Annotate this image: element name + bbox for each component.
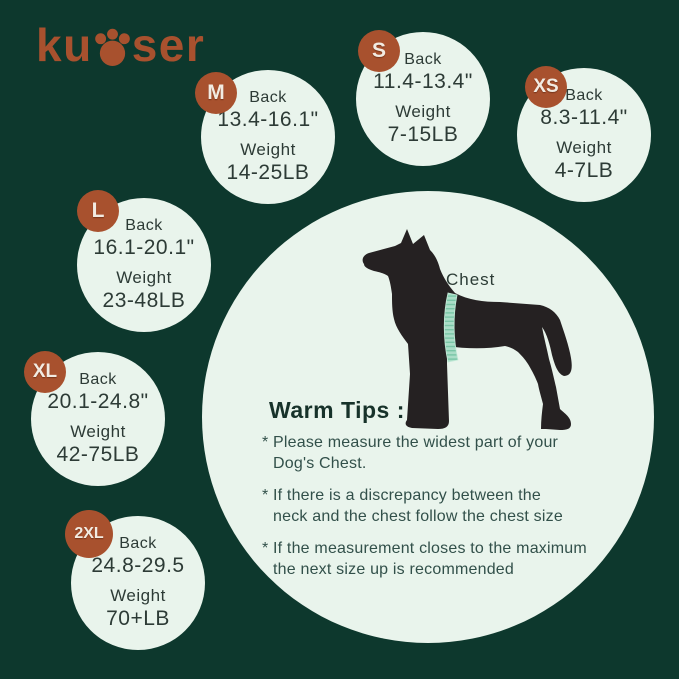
back-range: 16.1-20.1" (93, 236, 195, 259)
weight-range: 23-48LB (102, 289, 186, 312)
size-badge-xs: XS (525, 66, 567, 108)
back-label: Back (125, 217, 163, 234)
weight-range: 42-75LB (56, 443, 140, 466)
weight-label: Weight (395, 102, 451, 121)
back-range: 24.8-29.5 (91, 554, 185, 577)
weight-label: Weight (70, 422, 126, 441)
tip-text: If the measurement closes to the maximum… (273, 539, 587, 578)
tip-text: Please measure the widest part of your D… (273, 434, 559, 472)
tip-item: * If there is a discrepancy between the … (262, 486, 602, 528)
chest-annotation: Chest (446, 270, 496, 289)
size-circle-m: M Back 13.4-16.1" Weight 14-25LB (195, 70, 335, 204)
back-label: Back (404, 51, 442, 68)
weight-range: 70+LB (106, 607, 170, 630)
back-range: 8.3-11.4" (540, 106, 628, 129)
weight-range: 7-15LB (387, 123, 459, 146)
size-circle-l: L Back 16.1-20.1" Weight 23-48LB (77, 190, 211, 332)
tip-text: If there is a discrepancy between the ne… (273, 486, 563, 525)
size-badge-xl: XL (24, 351, 66, 393)
tip-item: * Please measure the widest part of your… (262, 433, 602, 475)
tip-asterisk: * (262, 486, 269, 504)
back-label: Back (119, 535, 157, 552)
back-label: Back (79, 371, 117, 388)
paw-icon (94, 28, 130, 66)
weight-label: Weight (110, 586, 166, 605)
weight-range: 4-7LB (554, 159, 614, 182)
back-label: Back (249, 89, 287, 106)
size-badge-2xl: 2XL (65, 510, 113, 558)
tip-asterisk: * (262, 434, 269, 451)
tip-item: * If the measurement closes to the maxim… (262, 539, 602, 581)
warm-tips-list: * Please measure the widest part of your… (262, 433, 602, 592)
back-range: 11.4-13.4" (373, 70, 473, 93)
measuring-tape (443, 292, 459, 363)
size-circle-2xl: 2XL Back 24.8-29.5 Weight 70+LB (65, 510, 205, 650)
size-circle-xl: XL Back 20.1-24.8" Weight 42-75LB (24, 351, 165, 486)
logo-text-right: ser (131, 19, 206, 71)
brand-logo: ku ser (36, 22, 205, 68)
dog-silhouette (362, 229, 572, 430)
tip-asterisk: * (262, 539, 269, 557)
logo-text-left: ku (36, 19, 93, 71)
weight-range: 14-25LB (226, 161, 310, 184)
size-circle-xs: XS Back 8.3-11.4" Weight 4-7LB (517, 66, 651, 202)
weight-label: Weight (116, 268, 172, 287)
back-range: 20.1-24.8" (47, 390, 149, 413)
size-badge-l: L (77, 190, 119, 232)
size-badge-s: S (358, 30, 400, 72)
weight-label: Weight (240, 140, 296, 159)
back-label: Back (565, 87, 603, 104)
weight-label: Weight (556, 138, 612, 157)
warm-tips-heading: Warm Tips : (269, 397, 405, 423)
size-badge-m: M (195, 72, 237, 114)
back-range: 13.4-16.1" (217, 108, 319, 131)
size-circle-s: S Back 11.4-13.4" Weight 7-15LB (356, 30, 490, 166)
